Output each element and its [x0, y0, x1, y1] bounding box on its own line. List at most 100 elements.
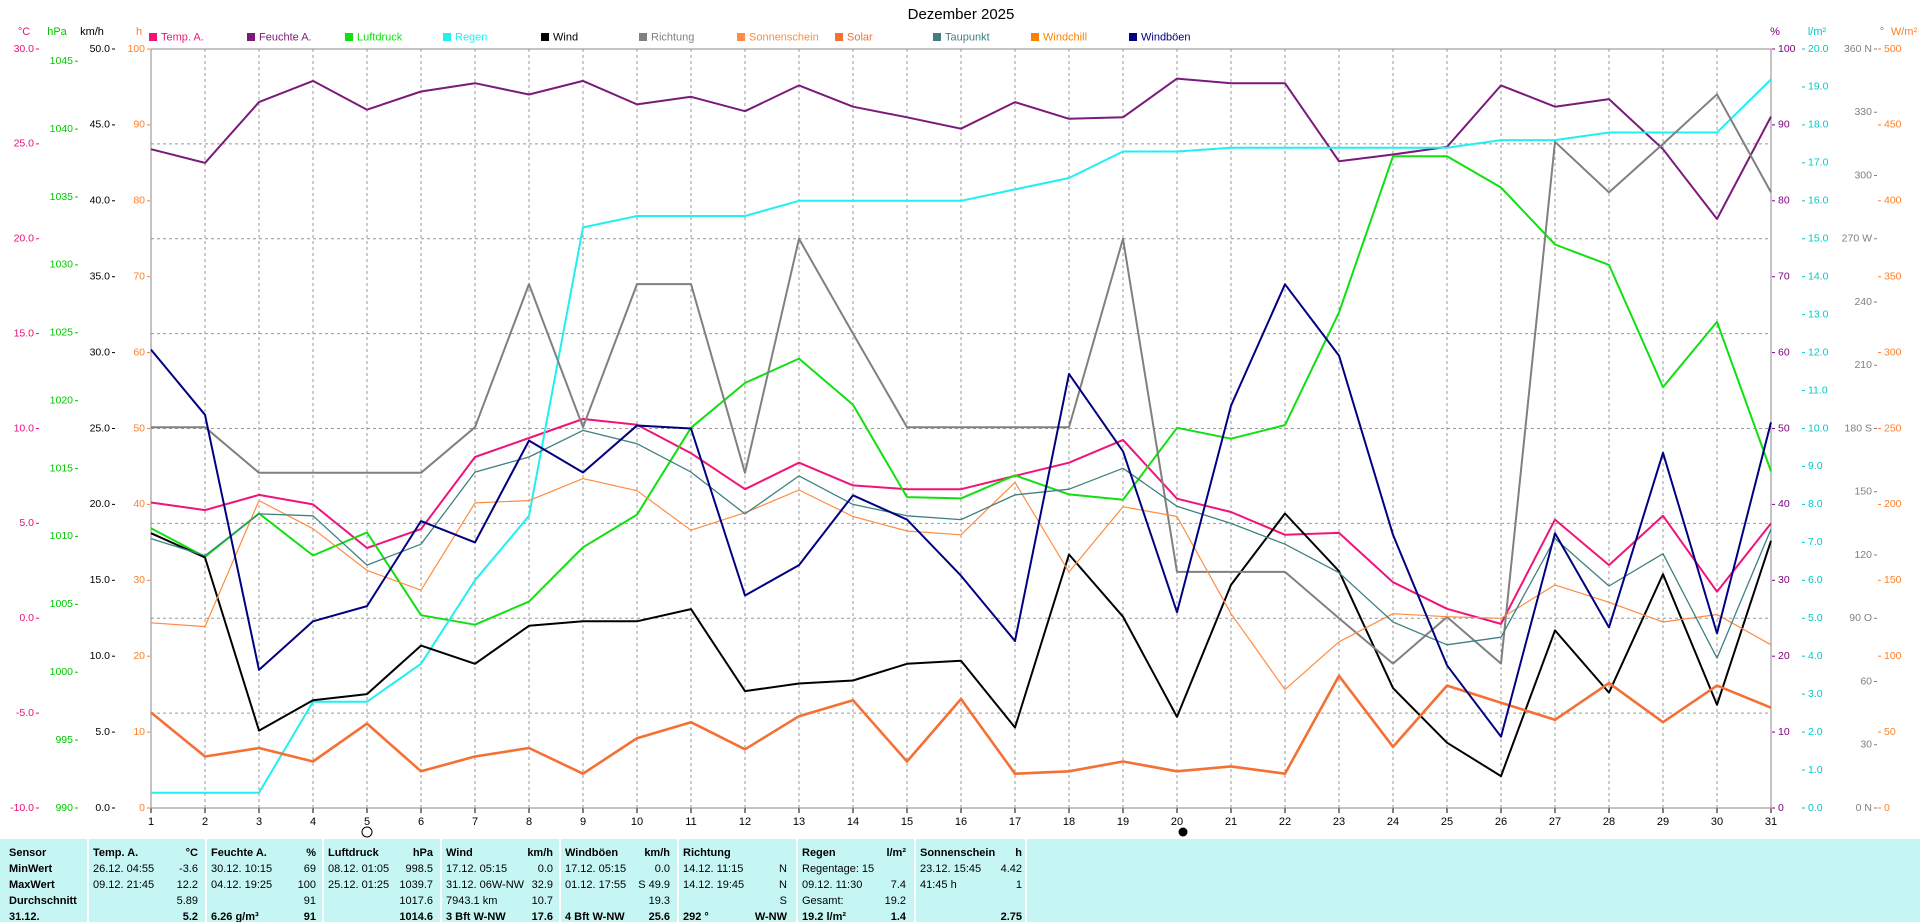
y-tick-label: 20	[1778, 650, 1790, 662]
x-tick-label: 22	[1279, 816, 1291, 828]
moon-new	[1178, 827, 1188, 837]
y-tick-label: 50	[1778, 422, 1790, 434]
table-cell: S 49.9	[638, 879, 670, 891]
y-tick-label: 45.0	[90, 119, 111, 131]
x-tick-label: 31	[1765, 816, 1777, 828]
table-cell: 4.42	[1001, 863, 1022, 875]
y-tick-label: 500	[1884, 43, 1902, 55]
y-tick-label: 60	[1860, 675, 1872, 687]
x-tick-label: 15	[901, 816, 913, 828]
y-tick-label: 360 N	[1844, 43, 1872, 55]
y-tick-label: 3.0	[1808, 688, 1823, 700]
x-tick-label: 16	[955, 816, 967, 828]
legend-swatch	[835, 33, 843, 41]
table-cell: 30.12. 10:15	[211, 863, 272, 875]
table-cell: 1	[1016, 879, 1022, 891]
table-background	[0, 839, 1920, 922]
y-tick-label: 1010	[50, 530, 74, 542]
x-tick-label: 20	[1171, 816, 1183, 828]
table-cell: Feuchte A.	[211, 847, 267, 859]
legend-label: Luftdruck	[357, 31, 403, 43]
y-tick-label: 4.0	[1808, 650, 1823, 662]
y-tick-label: 0	[1778, 802, 1784, 814]
legend-swatch	[443, 33, 451, 41]
table-cell: 1039.7	[399, 879, 433, 891]
y-tick-label: 12.0	[1808, 346, 1829, 358]
y-tick-label: -5.0	[16, 707, 34, 719]
legend-label: Temp. A.	[161, 31, 204, 43]
table-cell: 6.26 g/m³	[211, 911, 259, 922]
table-cell: 5.89	[177, 895, 198, 907]
table-cell: 10.7	[532, 895, 553, 907]
y-tick-label: 25.0	[14, 138, 35, 150]
legend-label: Feuchte A.	[259, 31, 312, 43]
y-tick-label: 50	[1884, 726, 1896, 738]
table-cell: %	[306, 847, 316, 859]
y-tick-label: 16.0	[1808, 195, 1829, 207]
y-tick-label: 70	[1778, 270, 1790, 282]
x-tick-label: 30	[1711, 816, 1723, 828]
y-tick-label: 1020	[50, 394, 74, 406]
x-tick-label: 1	[148, 816, 154, 828]
x-tick-label: 17	[1009, 816, 1021, 828]
table-cell: 19.2 l/m²	[802, 911, 846, 922]
axis-unit: h	[136, 26, 142, 38]
table-cell: 292 °	[683, 911, 709, 922]
y-tick-label: 15.0	[90, 574, 111, 586]
y-tick-label: 80	[1778, 195, 1790, 207]
x-tick-label: 19	[1117, 816, 1129, 828]
table-cell: 1014.6	[399, 911, 433, 922]
y-tick-label: 0.0	[1808, 802, 1823, 814]
table-cell: h	[1015, 847, 1022, 859]
y-tick-label: 6.0	[1808, 574, 1823, 586]
series-line	[151, 93, 1772, 665]
y-tick-label: 300	[1854, 169, 1872, 181]
legend-swatch	[1031, 33, 1039, 41]
series-line	[150, 283, 1772, 738]
table-cell: 19.2	[885, 895, 906, 907]
x-tick-label: 21	[1225, 816, 1237, 828]
y-tick-label: 40	[1778, 498, 1790, 510]
table-cell: Windböen	[565, 847, 618, 859]
legend-label: Sonnenschein	[749, 31, 819, 43]
x-tick-label: 10	[631, 816, 643, 828]
table-cell: 17.12. 05:15	[446, 863, 507, 875]
legend-swatch	[1129, 33, 1137, 41]
table-cell: N	[779, 863, 787, 875]
y-tick-label: 90	[1778, 119, 1790, 131]
table-cell: Richtung	[683, 847, 731, 859]
table-cell: 31.12. 06W-NW	[446, 879, 525, 891]
table-cell: 1.4	[891, 911, 907, 922]
y-tick-label: 50.0	[90, 43, 111, 55]
y-tick-label: 70	[133, 270, 145, 282]
table-cell: 0.0	[538, 863, 553, 875]
table-cell: 69	[304, 863, 316, 875]
x-tick-label: 12	[739, 816, 751, 828]
table-cell: W-NW	[755, 911, 788, 922]
y-tick-label: 8.0	[1808, 498, 1823, 510]
table-cell: 25.6	[649, 911, 670, 922]
axis-unit: %	[1770, 26, 1780, 38]
y-tick-label: 270 W	[1842, 233, 1872, 245]
table-cell: 01.12. 17:55	[565, 879, 626, 891]
y-tick-label: 100	[1884, 650, 1902, 662]
table-cell: Regen	[802, 847, 836, 859]
table-cell: 09.12. 21:45	[93, 879, 154, 891]
legend-label: Wind	[553, 31, 578, 43]
y-tick-label: 0 N	[1856, 802, 1872, 814]
legend-swatch	[247, 33, 255, 41]
y-tick-label: 17.0	[1808, 157, 1829, 169]
table-cell: 3 Bft W-NW	[446, 911, 506, 922]
table-cell: l/m²	[886, 847, 906, 859]
y-tick-label: -10.0	[10, 802, 34, 814]
y-tick-label: 90	[133, 119, 145, 131]
axis-unit: km/h	[80, 26, 104, 38]
y-tick-label: 20.0	[14, 233, 35, 245]
y-tick-label: 1.0	[1808, 764, 1823, 776]
table-cell: 08.12. 01:05	[328, 863, 389, 875]
y-tick-label: 995	[55, 734, 73, 746]
y-tick-label: 400	[1884, 195, 1902, 207]
y-tick-label: 150	[1884, 574, 1902, 586]
y-tick-label: 5.0	[19, 517, 34, 529]
